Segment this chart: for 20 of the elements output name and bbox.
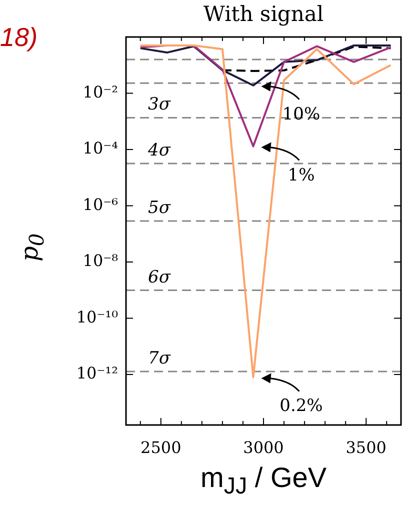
ref-line-label: 4σ <box>147 140 171 161</box>
x-axis-title: m$_{JJ}$ / GeV <box>199 462 328 500</box>
y-tick-label: 10⁻⁶ <box>82 194 118 214</box>
x-tick-label: 3500 <box>346 438 386 457</box>
text: 1% <box>288 165 315 186</box>
y-tick-label: 10⁻¹⁰ <box>76 307 118 326</box>
x-tick-label: 3000 <box>243 438 284 457</box>
ref-line-label: 6σ <box>148 267 171 288</box>
y-tick-label: 10⁻⁸ <box>82 251 118 270</box>
y-tick-label: 10⁻² <box>82 82 118 102</box>
ref-line-label: 7σ <box>148 348 171 368</box>
ref-line-label: 5σ <box>148 198 171 218</box>
ref-line-label: 3σ <box>148 94 171 115</box>
text: 18) <box>0 22 38 53</box>
y-tick-label: 10⁻¹² <box>76 364 118 383</box>
series-label: 10% <box>282 104 320 124</box>
chart-title: With signal <box>202 2 325 26</box>
x-tick-label: 2500 <box>140 438 182 457</box>
y-tick-label: 10⁻⁴ <box>82 138 118 158</box>
series-label: 0.2% <box>280 396 323 416</box>
